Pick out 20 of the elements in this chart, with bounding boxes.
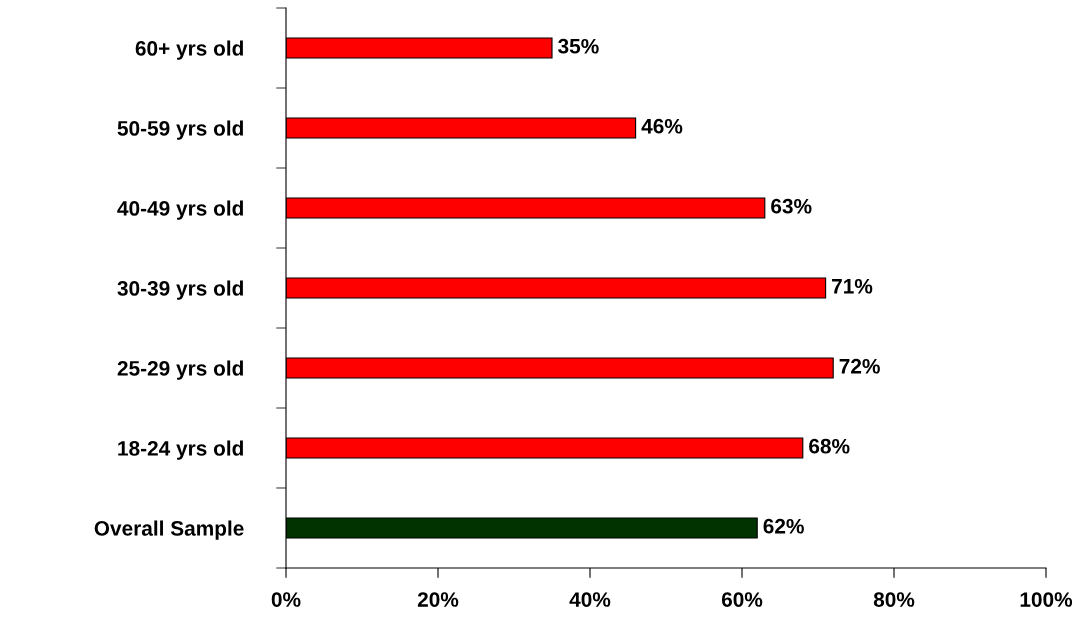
y-tick-label: 50-59 yrs old xyxy=(117,120,243,140)
y-tick-label: 18-24 yrs old xyxy=(118,440,243,460)
x-tick-label: 80% xyxy=(873,592,915,607)
data-label: 35% xyxy=(558,38,599,54)
x-tick-label: 100% xyxy=(1020,592,1073,607)
data-label: 68% xyxy=(809,438,850,454)
y-tick-label: 60+ yrs old xyxy=(135,40,243,60)
data-label: 46% xyxy=(641,118,683,134)
y-tick-label: Overall Sample xyxy=(94,520,244,540)
data-label: 63% xyxy=(771,198,812,214)
data-label: 72% xyxy=(839,358,880,374)
data-label: 62% xyxy=(763,518,804,534)
x-tick-label: 40% xyxy=(569,592,611,607)
x-tick-label: 0% xyxy=(271,592,301,607)
data-label: 71% xyxy=(832,278,873,294)
x-tick-label: 20% xyxy=(417,592,459,607)
y-tick-label: 40-49 yrs old xyxy=(117,200,243,220)
y-tick-label: 30-39 yrs old xyxy=(117,280,243,300)
x-tick-label: 60% xyxy=(721,592,763,607)
y-tick-label: 25-29 yrs old xyxy=(117,360,243,380)
